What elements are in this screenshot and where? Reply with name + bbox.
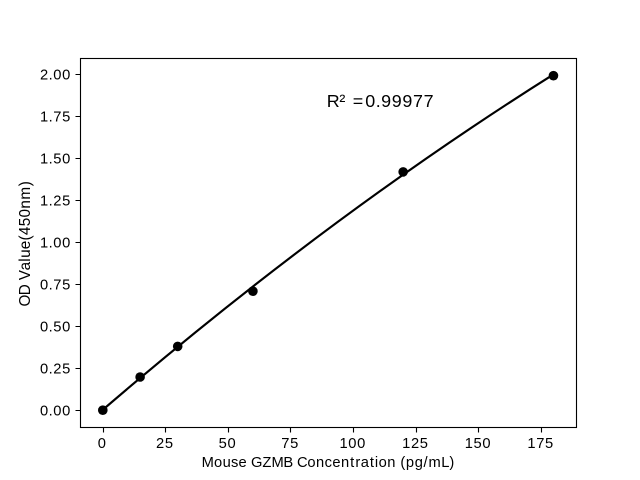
svg-text:175: 175 bbox=[527, 436, 553, 452]
svg-text:0.75: 0.75 bbox=[40, 278, 70, 294]
svg-text:Mouse GZMB Concentration (pg/m: Mouse GZMB Concentration (pg/mL) bbox=[202, 455, 455, 471]
svg-text:OD Value(450nm): OD Value(450nm) bbox=[17, 181, 34, 306]
svg-text:100: 100 bbox=[339, 436, 365, 452]
svg-text:75: 75 bbox=[281, 436, 298, 452]
svg-text:0: 0 bbox=[98, 436, 106, 452]
svg-text:1.00: 1.00 bbox=[40, 236, 70, 252]
svg-text:R² =0.99977: R² =0.99977 bbox=[327, 91, 434, 111]
svg-text:0.25: 0.25 bbox=[40, 362, 70, 378]
svg-text:1.75: 1.75 bbox=[40, 110, 70, 126]
svg-text:2.00: 2.00 bbox=[40, 68, 70, 84]
svg-text:50: 50 bbox=[219, 436, 236, 452]
svg-text:25: 25 bbox=[156, 436, 173, 452]
svg-text:0.00: 0.00 bbox=[40, 404, 70, 420]
svg-text:0.50: 0.50 bbox=[40, 320, 70, 336]
svg-text:125: 125 bbox=[402, 436, 428, 452]
svg-text:150: 150 bbox=[465, 436, 491, 452]
svg-text:1.50: 1.50 bbox=[40, 152, 70, 168]
svg-text:1.25: 1.25 bbox=[40, 194, 70, 210]
